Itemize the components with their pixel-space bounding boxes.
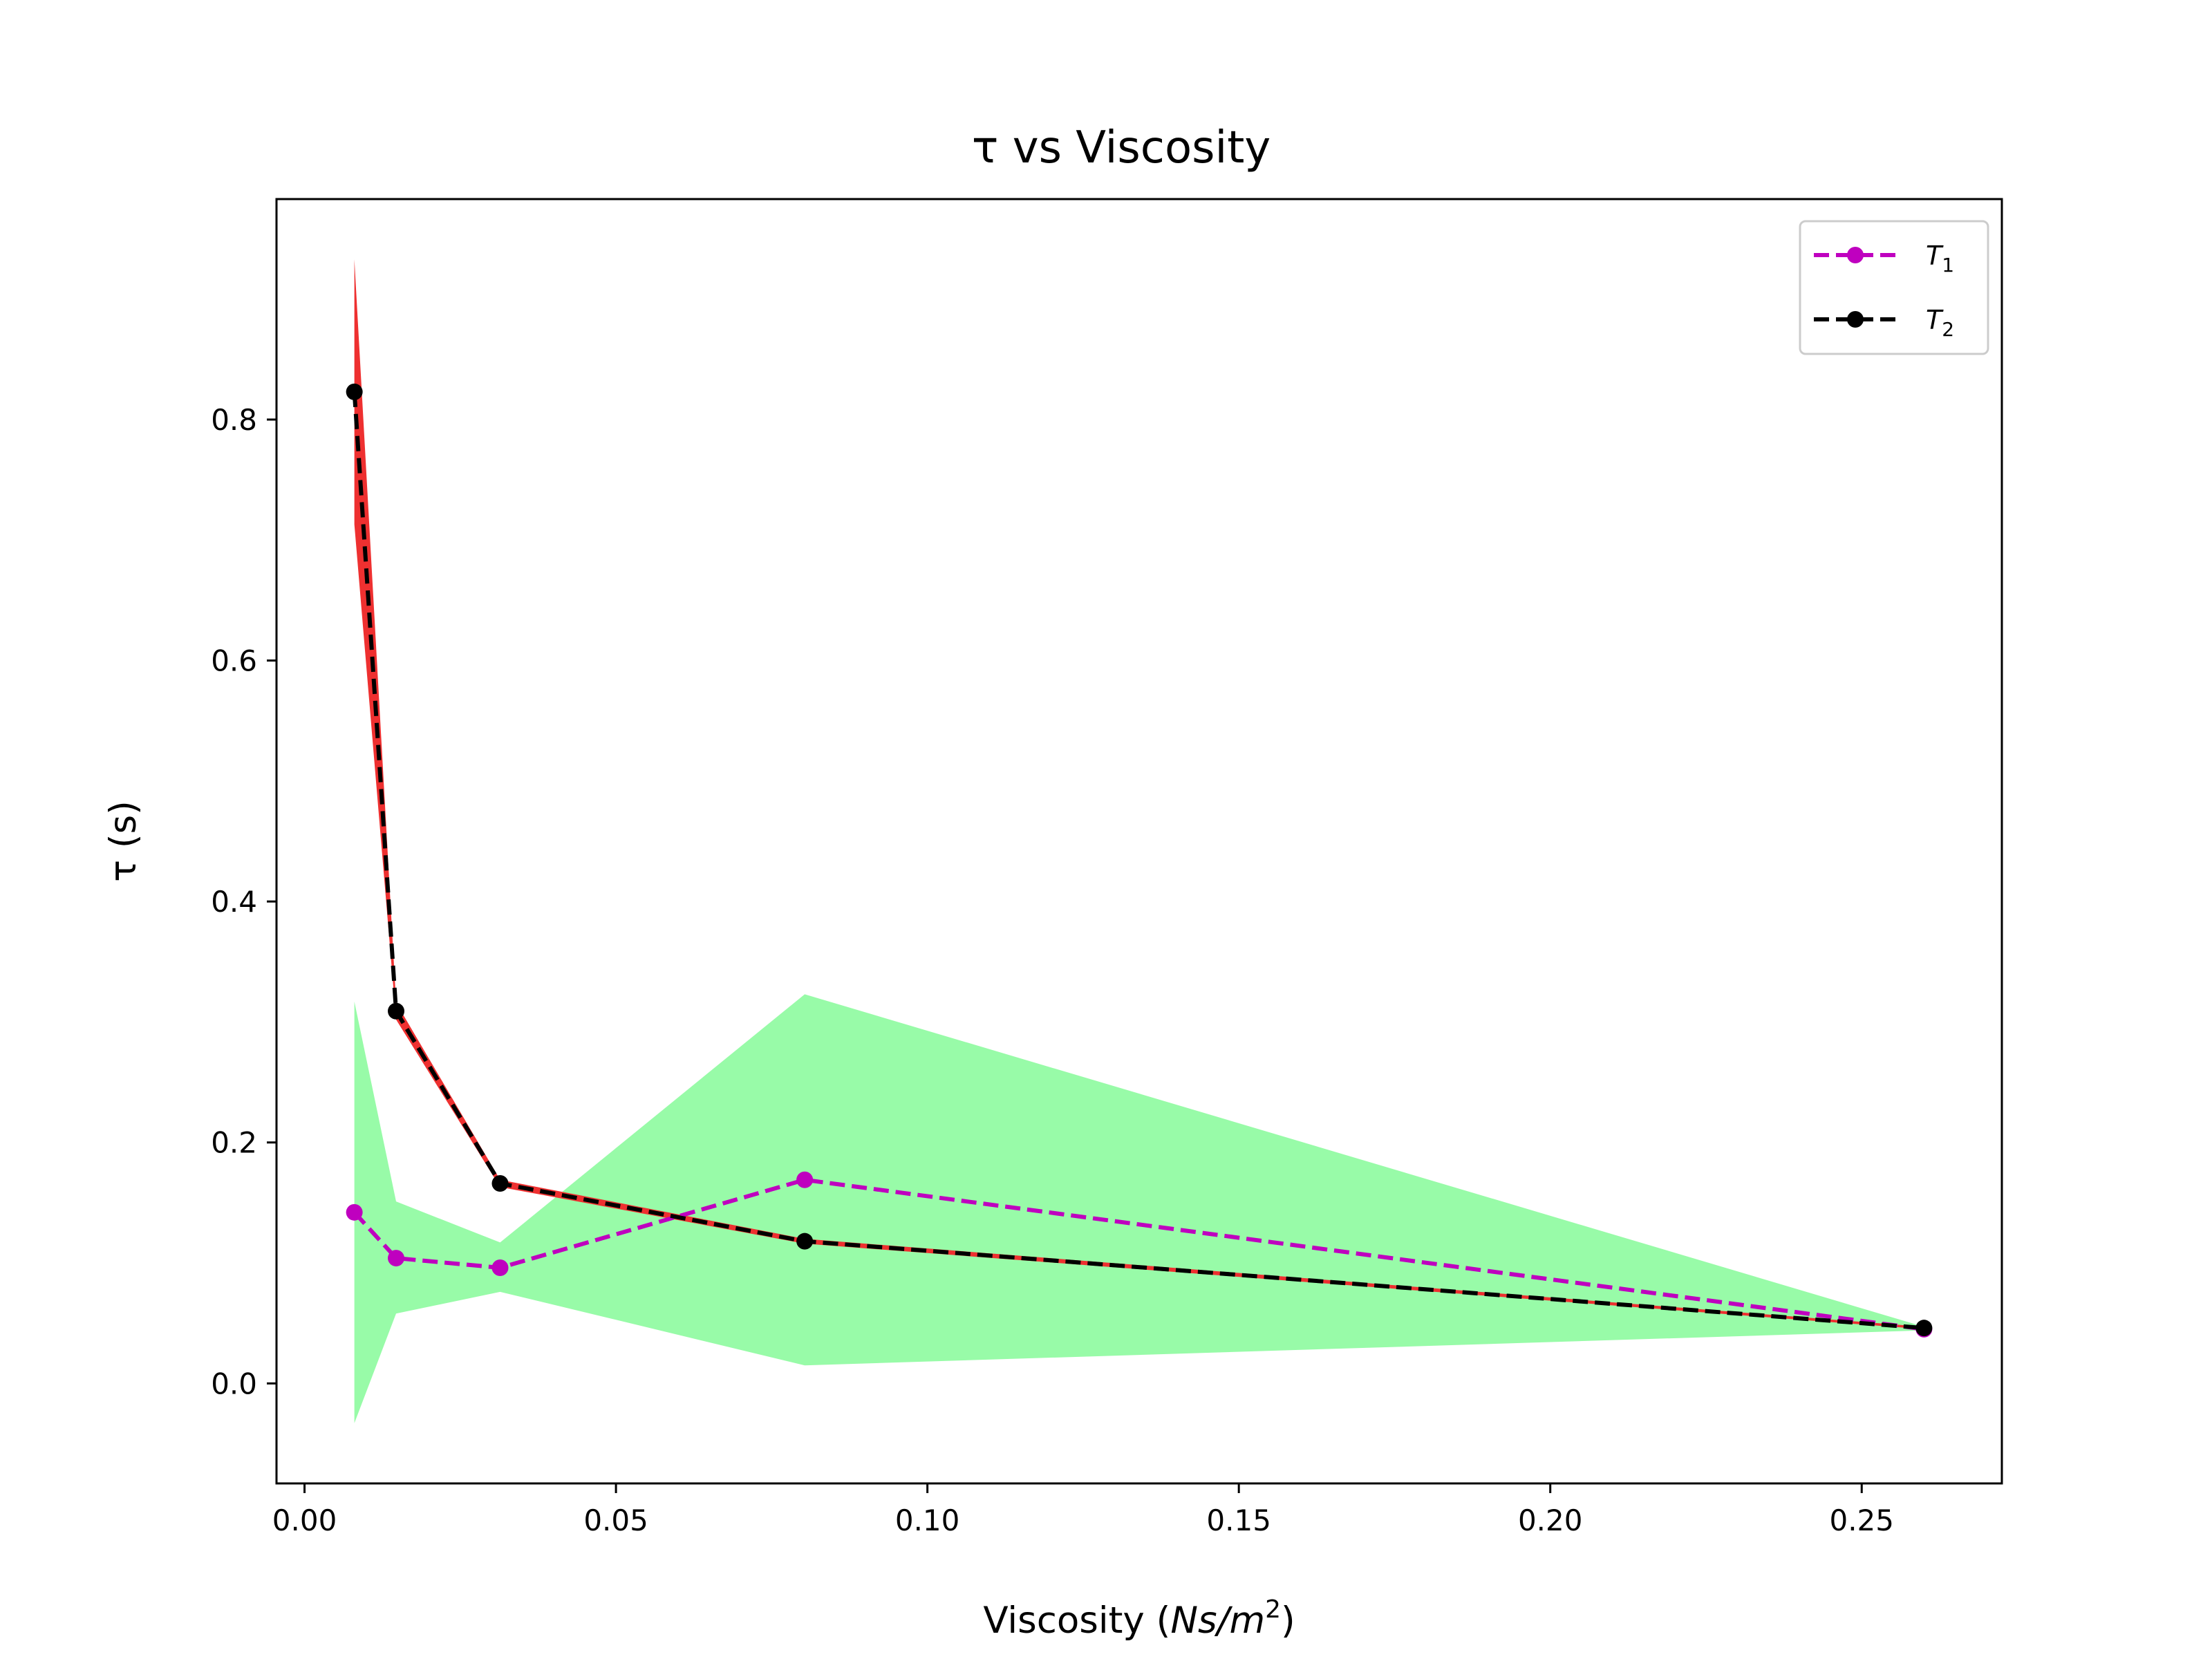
legend: T1 T2 <box>1799 220 1989 355</box>
data-point-t1 <box>491 1259 509 1277</box>
x-axis-ticks: 0.00 0.05 0.10 0.15 0.20 0.25 <box>272 1483 1894 1537</box>
data-point-t2 <box>1915 1320 1933 1337</box>
y-tick-label: 0.4 <box>211 885 257 919</box>
series-markers <box>346 383 1933 1338</box>
y-tick-label: 0.8 <box>211 403 257 437</box>
x-tick-label: 0.15 <box>1206 1503 1271 1537</box>
y-tick-label: 0.2 <box>211 1126 257 1160</box>
x-tick-label: 0.25 <box>1829 1503 1894 1537</box>
y-tick-label: 0.6 <box>211 644 257 678</box>
data-point-t2 <box>388 1002 405 1020</box>
chart-title: τ vs Viscosity <box>972 122 1271 174</box>
data-point-t1 <box>388 1250 405 1267</box>
x-tick-label: 0.20 <box>1518 1503 1583 1537</box>
legend-marker-t1 <box>1847 247 1864 263</box>
error-bands <box>354 259 1924 1423</box>
x-axis-title: Viscosity (Ns/m2) <box>983 1595 1295 1642</box>
legend-label-t1: T1 <box>1926 241 1954 276</box>
data-point-t1 <box>346 1203 363 1221</box>
y-axis-ticks: 0.0 0.2 0.4 0.6 0.8 <box>211 403 276 1400</box>
legend-marker-t2 <box>1847 311 1864 328</box>
x-tick-label: 0.05 <box>583 1503 648 1537</box>
x-tick-label: 0.00 <box>272 1503 337 1537</box>
plot-frame <box>275 198 2003 1485</box>
y-tick-label: 0.0 <box>211 1367 257 1400</box>
y-axis-title: τ (s) <box>102 800 144 882</box>
legend-box <box>1799 220 1989 355</box>
data-point-t2 <box>346 383 363 400</box>
data-point-t1 <box>796 1171 814 1188</box>
error-band-t1 <box>354 994 1924 1423</box>
legend-label-t2: T2 <box>1926 305 1954 341</box>
x-tick-label: 0.10 <box>895 1503 960 1537</box>
data-point-t2 <box>796 1232 814 1250</box>
data-point-t2 <box>491 1175 509 1192</box>
